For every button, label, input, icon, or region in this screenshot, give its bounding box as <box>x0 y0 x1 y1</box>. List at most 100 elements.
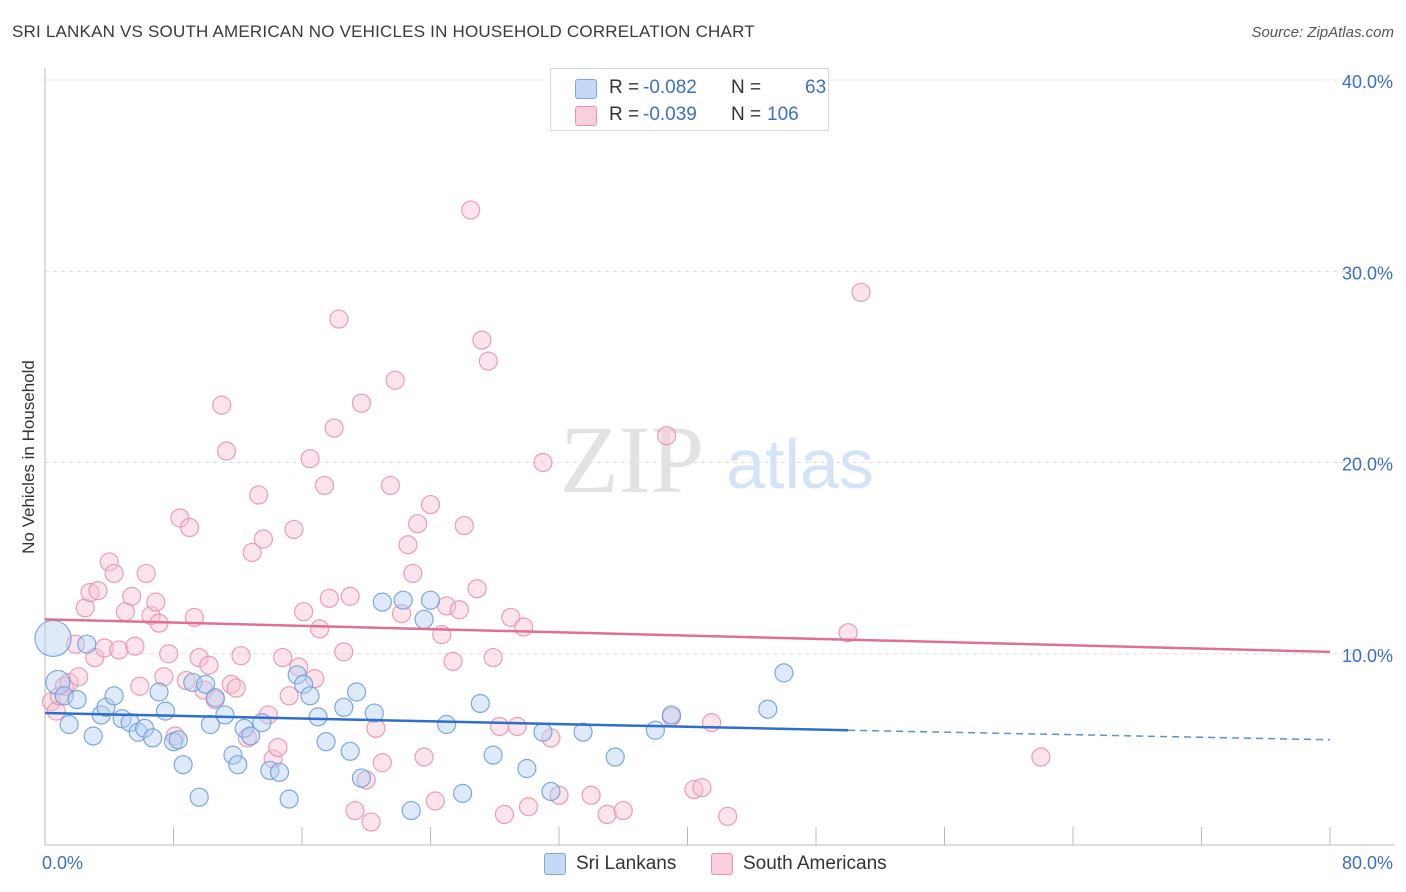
data-point <box>340 741 360 761</box>
data-point <box>518 797 539 817</box>
data-point <box>449 600 470 620</box>
trend-line-south-americans <box>44 618 1331 654</box>
data-point <box>380 475 400 496</box>
data-point <box>372 753 392 773</box>
data-point <box>494 804 514 825</box>
data-point <box>414 609 434 629</box>
stats-swatch-sri-lankans <box>575 79 597 99</box>
data-point <box>308 707 328 727</box>
data-point <box>104 563 124 584</box>
watermark: ZIP atlas <box>560 406 874 513</box>
data-point <box>364 703 384 723</box>
data-point <box>83 726 103 746</box>
data-point <box>287 665 307 685</box>
axes <box>44 68 1395 846</box>
legend-label: Sri Lankans <box>576 853 677 874</box>
data-point <box>199 655 219 675</box>
data-point <box>134 718 155 738</box>
data-point <box>189 787 209 807</box>
data-point <box>212 395 232 415</box>
data-point <box>130 676 150 696</box>
data-point <box>605 747 625 767</box>
data-point <box>67 690 87 710</box>
data-point <box>300 449 320 469</box>
data-point <box>340 586 360 606</box>
data-point <box>96 697 116 717</box>
data-point <box>657 426 677 446</box>
data-point <box>168 730 188 750</box>
data-point <box>99 552 119 572</box>
data-point <box>467 579 487 599</box>
data-point <box>75 598 95 618</box>
grid <box>45 79 1395 655</box>
trend-lines <box>44 618 1331 741</box>
data-point <box>234 718 254 738</box>
data-point <box>205 688 225 708</box>
data-point <box>420 590 441 610</box>
stats-n-label: N = <box>731 77 762 98</box>
data-point <box>120 712 140 733</box>
data-point <box>143 728 163 748</box>
data-point <box>351 393 372 413</box>
legend-swatch-sri-lankans <box>544 853 566 875</box>
data-point <box>454 516 474 536</box>
data-point <box>59 714 79 735</box>
data-point <box>249 485 269 505</box>
data-point <box>851 282 871 302</box>
stats-row-sri-lankans: R = -0.082 N = 63 <box>551 75 828 101</box>
data-point <box>45 669 71 696</box>
data-point <box>701 712 722 733</box>
data-point <box>173 755 193 775</box>
data-point <box>718 806 738 826</box>
data-point <box>613 800 633 821</box>
data-point <box>514 617 534 637</box>
data-point <box>345 800 365 821</box>
data-point <box>294 602 314 622</box>
chart-title: SRI LANKAN VS SOUTH AMERICAN NO VEHICLES… <box>12 22 755 41</box>
y-tick-label: 30.0% <box>1342 263 1393 283</box>
data-point <box>149 682 169 702</box>
data-point <box>125 636 145 656</box>
y-tick-label: 20.0% <box>1342 455 1393 475</box>
data-point <box>258 705 278 725</box>
stats-n-value: 106 <box>767 104 799 125</box>
data-point <box>489 716 510 737</box>
data-point <box>279 686 299 706</box>
data-point <box>483 745 503 765</box>
data-point <box>189 647 209 668</box>
data-point <box>216 441 237 461</box>
data-point <box>260 760 280 781</box>
data-point <box>269 762 290 782</box>
data-point <box>403 563 423 584</box>
data-point <box>414 747 434 767</box>
data-point <box>109 640 129 660</box>
stats-r-label: R = <box>609 77 640 98</box>
data-point <box>517 758 537 779</box>
data-point <box>774 663 794 683</box>
data-point <box>324 418 344 438</box>
stats-swatch-south-americans <box>575 106 597 126</box>
data-point <box>215 705 235 725</box>
data-point <box>300 686 320 706</box>
data-point <box>88 581 108 601</box>
data-point <box>46 701 66 721</box>
data-point <box>692 778 712 798</box>
tick-labels: 10.0% 20.0% 30.0% 40.0% 0.0% 80.0% <box>42 72 1393 873</box>
data-point <box>461 200 481 220</box>
data-point <box>645 720 665 740</box>
data-point <box>408 514 428 534</box>
data-point <box>241 726 261 746</box>
stats-r-value: -0.039 <box>643 104 697 125</box>
data-point <box>483 647 503 668</box>
data-point <box>347 682 367 702</box>
data-point <box>453 783 473 803</box>
data-point <box>372 592 392 612</box>
x-tick-label: 0.0% <box>42 853 83 873</box>
data-point <box>597 804 617 825</box>
data-point <box>420 494 441 515</box>
y-axis-label: No Vehicles in Household <box>19 360 38 554</box>
data-point <box>329 309 349 329</box>
data-point <box>223 745 243 765</box>
data-point <box>425 791 445 811</box>
